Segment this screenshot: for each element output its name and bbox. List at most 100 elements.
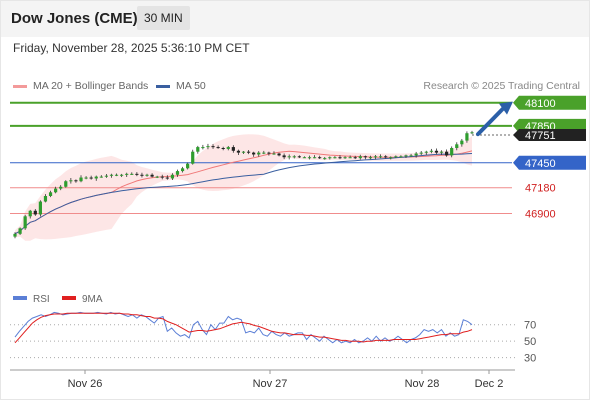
candle [257,151,261,157]
candle [180,166,185,173]
candle-body [246,151,251,153]
candle [89,175,93,180]
candle-body [104,175,108,177]
level-tag-48100 [513,95,586,110]
candle [125,172,129,177]
candle [307,155,312,160]
candle-body [99,176,103,178]
level-label-47180: 47180 [525,183,556,195]
candle [221,146,225,151]
candle-body [333,157,337,159]
forecast-arrow-shaft [476,105,506,137]
candle-body [140,174,144,176]
candle-body [79,177,83,182]
candle-body [54,188,58,193]
candle [236,149,241,155]
rsi-line [14,311,473,344]
candle [84,176,88,180]
candle-body [460,140,464,145]
candle-body [338,157,342,159]
candle-body [145,174,149,176]
candle-body [257,152,261,155]
candle [165,175,169,180]
candle [394,155,398,159]
candle-body [267,152,271,154]
candle [358,154,362,160]
candle-body [419,152,423,154]
datetime-label: Friday, November 28, 2025 5:36:10 PM CET [13,41,250,55]
candle [160,174,164,180]
candle-body [262,152,266,154]
candle-body [277,153,281,156]
candle-body [43,196,48,202]
candle [54,186,58,194]
candle [74,179,78,183]
candle [343,156,347,159]
candle-body [348,157,352,159]
interval-button[interactable]: 30 MIN [137,6,190,30]
time-axis: Nov 26 Nov 27 Nov 28 Dec 2 [10,369,515,390]
candle-body [302,157,307,159]
candle [170,173,175,181]
candle-body [180,168,185,172]
candle [206,143,210,150]
candle [252,151,256,157]
forecast-arrowhead [499,101,513,115]
candle [338,155,342,160]
candle-body [389,157,393,159]
credit-label: Research © 2025 Trading Central [423,80,580,92]
candle-body [165,177,169,179]
candle [262,150,266,155]
candle [130,172,134,175]
current-price-tag [513,128,586,141]
candle-body [434,150,439,153]
candle [175,169,180,177]
legend-ma20: MA 20 + Bollinger Bands [13,80,148,92]
candle [140,172,144,178]
candle [348,155,352,159]
candle-body [59,186,63,189]
candle-body [414,153,418,156]
candle-body [328,157,332,159]
forecast-arrow [476,101,513,137]
candle [419,150,423,155]
candle-body [465,133,469,141]
candle [246,149,251,155]
candle [404,154,408,159]
candle [150,173,154,178]
candle-body [343,157,347,159]
candle [155,175,159,179]
candle-body [33,210,37,215]
candle-body [114,174,119,176]
candle-body [23,216,27,229]
candle-body [160,176,164,178]
candle-body [74,180,78,182]
candle [465,131,469,143]
candle-body [120,174,124,176]
candle-body [135,173,139,175]
candle [64,180,68,188]
candle-body [323,158,327,160]
candle [384,155,388,159]
candle-body [394,156,398,158]
candle-body [48,192,53,196]
candle-body [84,177,88,179]
ma20-swatch [13,84,27,88]
candle [99,175,103,178]
candle [191,149,195,165]
candle-body [455,144,459,148]
candle-body [130,173,134,175]
rsi-ma-line [14,312,473,344]
candle-body [399,156,403,158]
rsi-panel: RSI 9MA 70 50 30 [10,294,536,365]
candle [59,185,63,191]
candle-body [409,155,413,157]
candle-body [241,151,246,153]
current-price-label: 47751 [525,130,556,142]
candle-body [221,148,225,149]
candle-body [211,146,215,148]
candle-body [89,177,93,179]
candle-body [445,151,449,156]
